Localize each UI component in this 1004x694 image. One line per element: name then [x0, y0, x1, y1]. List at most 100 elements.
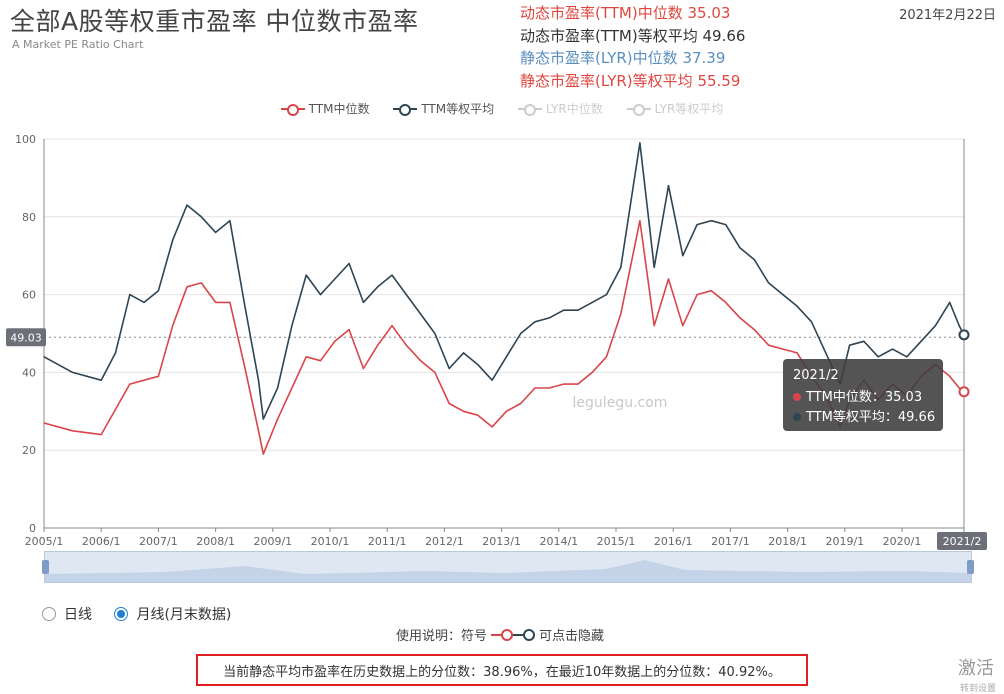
data-point [653, 266, 655, 268]
data-point [200, 216, 202, 218]
data-point [591, 301, 593, 303]
interval-radio-group: 日线 月线(月末数据) [42, 604, 249, 625]
data-point [334, 278, 336, 280]
radio-label: 月线(月末数据) [136, 607, 232, 623]
data-point [100, 379, 102, 381]
y-tick-label: 60 [22, 289, 36, 302]
tooltip-dot-icon [793, 413, 801, 421]
data-point [334, 340, 336, 342]
data-point [906, 356, 908, 358]
x-tick-label: 2005/1 [25, 535, 64, 548]
stat-ttm-mean: 动态市盈率(TTM)等权平均 49.66 [520, 25, 745, 48]
datazoom-right-handle[interactable] [967, 560, 974, 574]
axis-pointer-label-bg [937, 532, 987, 550]
data-point [200, 282, 202, 284]
usage-text-2: 可点击隐藏 [539, 629, 605, 644]
data-point [229, 220, 231, 222]
data-point [491, 426, 493, 428]
data-point [262, 453, 264, 455]
legend-item-lyr-mean[interactable]: LYR等权平均 [626, 100, 723, 117]
x-tick-label: 2009/1 [253, 535, 292, 548]
stats-panel: 动态市盈率(TTM)中位数 35.03 动态市盈率(TTM)等权平均 49.66… [520, 2, 745, 92]
data-point [215, 301, 217, 303]
y-tick-label: 20 [22, 444, 36, 457]
data-point [262, 418, 264, 420]
chart-watermark: legulegu.com [573, 395, 668, 411]
data-point [710, 290, 712, 292]
data-point [725, 223, 727, 226]
data-point [534, 387, 536, 389]
data-point [43, 422, 45, 424]
legend-label: TTM等权平均 [421, 102, 495, 116]
data-point [848, 344, 851, 346]
data-point [696, 223, 698, 226]
data-point [949, 375, 951, 377]
legend-symbol-icon [517, 103, 542, 116]
usage-instructions: 使用说明：符号 可点击隐藏 [396, 625, 604, 644]
pe-line-chart[interactable]: 0 20 40 60 80 100 2005/1 2006/1 2007/1 2008/1 2009… [0, 125, 1004, 550]
data-point [534, 321, 536, 323]
tooltip-box [783, 359, 943, 431]
data-point [920, 340, 922, 342]
data-point [934, 325, 936, 327]
watermark: 激活 [958, 658, 994, 679]
x-tick-label: 2016/1 [654, 535, 693, 548]
data-point [143, 301, 145, 303]
data-point [276, 418, 279, 420]
data-point [186, 286, 188, 288]
subtitle: A Market PE Ratio Chart [12, 38, 144, 51]
last-point-marker [958, 329, 970, 341]
data-point [477, 414, 479, 416]
legend-item-ttm-median[interactable]: TTM中位数 [280, 100, 369, 117]
data-point [362, 301, 364, 303]
data-point [243, 364, 245, 366]
x-tick-label: 2010/1 [311, 535, 350, 548]
stat-value: 37.39 [682, 49, 726, 67]
data-point [782, 348, 784, 350]
x-tick-label: 2020/1 [883, 535, 922, 548]
data-point [863, 340, 865, 342]
legend-item-lyr-median[interactable]: LYR中位数 [517, 100, 603, 117]
stat-label: 动态市盈率(TTM)等权平均 [520, 26, 698, 45]
stat-lyr-median: 静态市盈率(LYR)中位数 37.39 [520, 47, 745, 70]
data-point [620, 313, 622, 315]
tooltip-dot-icon [793, 393, 801, 401]
data-point [391, 325, 393, 327]
data-point [434, 332, 436, 335]
datazoom-slider[interactable] [42, 551, 974, 583]
stat-value: 49.66 [702, 26, 746, 45]
data-point [391, 274, 393, 276]
x-tick-label: 2008/1 [196, 535, 235, 548]
x-tick-label: 2018/1 [768, 535, 807, 548]
data-point [305, 274, 307, 276]
data-point [477, 364, 479, 366]
data-point [348, 262, 350, 265]
legend-symbol-icon [393, 103, 418, 116]
page-title: 全部A股等权重市盈率 中位数市盈率 [10, 7, 419, 36]
percentile-note: 当前静态平均市盈率在历史数据上的分位数：38.96%，在最近10年数据上的分位数… [196, 654, 808, 686]
data-point [129, 294, 131, 296]
tooltip-date: 2021/2 [793, 368, 839, 383]
data-point [562, 383, 565, 385]
data-point [696, 294, 698, 296]
x-tick-label: 2006/1 [82, 535, 121, 548]
data-point [72, 430, 74, 432]
data-point [419, 313, 422, 315]
legend-label: LYR中位数 [545, 102, 603, 116]
legend-item-ttm-mean[interactable]: TTM等权平均 [393, 100, 494, 117]
data-point [753, 258, 755, 261]
radio-daily[interactable]: 日线 [42, 604, 92, 624]
data-point [591, 371, 593, 373]
markline-label: 49.03 [10, 331, 42, 344]
stat-label: 静态市盈率(LYR)中位数 [520, 49, 678, 67]
data-point [291, 325, 293, 327]
radio-monthly[interactable]: 月线(月末数据) [114, 604, 231, 624]
data-point [229, 301, 231, 303]
markline-label-bg [6, 328, 46, 347]
data-point [710, 220, 712, 222]
last-point-marker [958, 386, 970, 398]
data-point [72, 371, 74, 373]
data-point [377, 286, 379, 288]
datazoom-left-handle[interactable] [42, 560, 49, 574]
data-point [877, 356, 879, 358]
